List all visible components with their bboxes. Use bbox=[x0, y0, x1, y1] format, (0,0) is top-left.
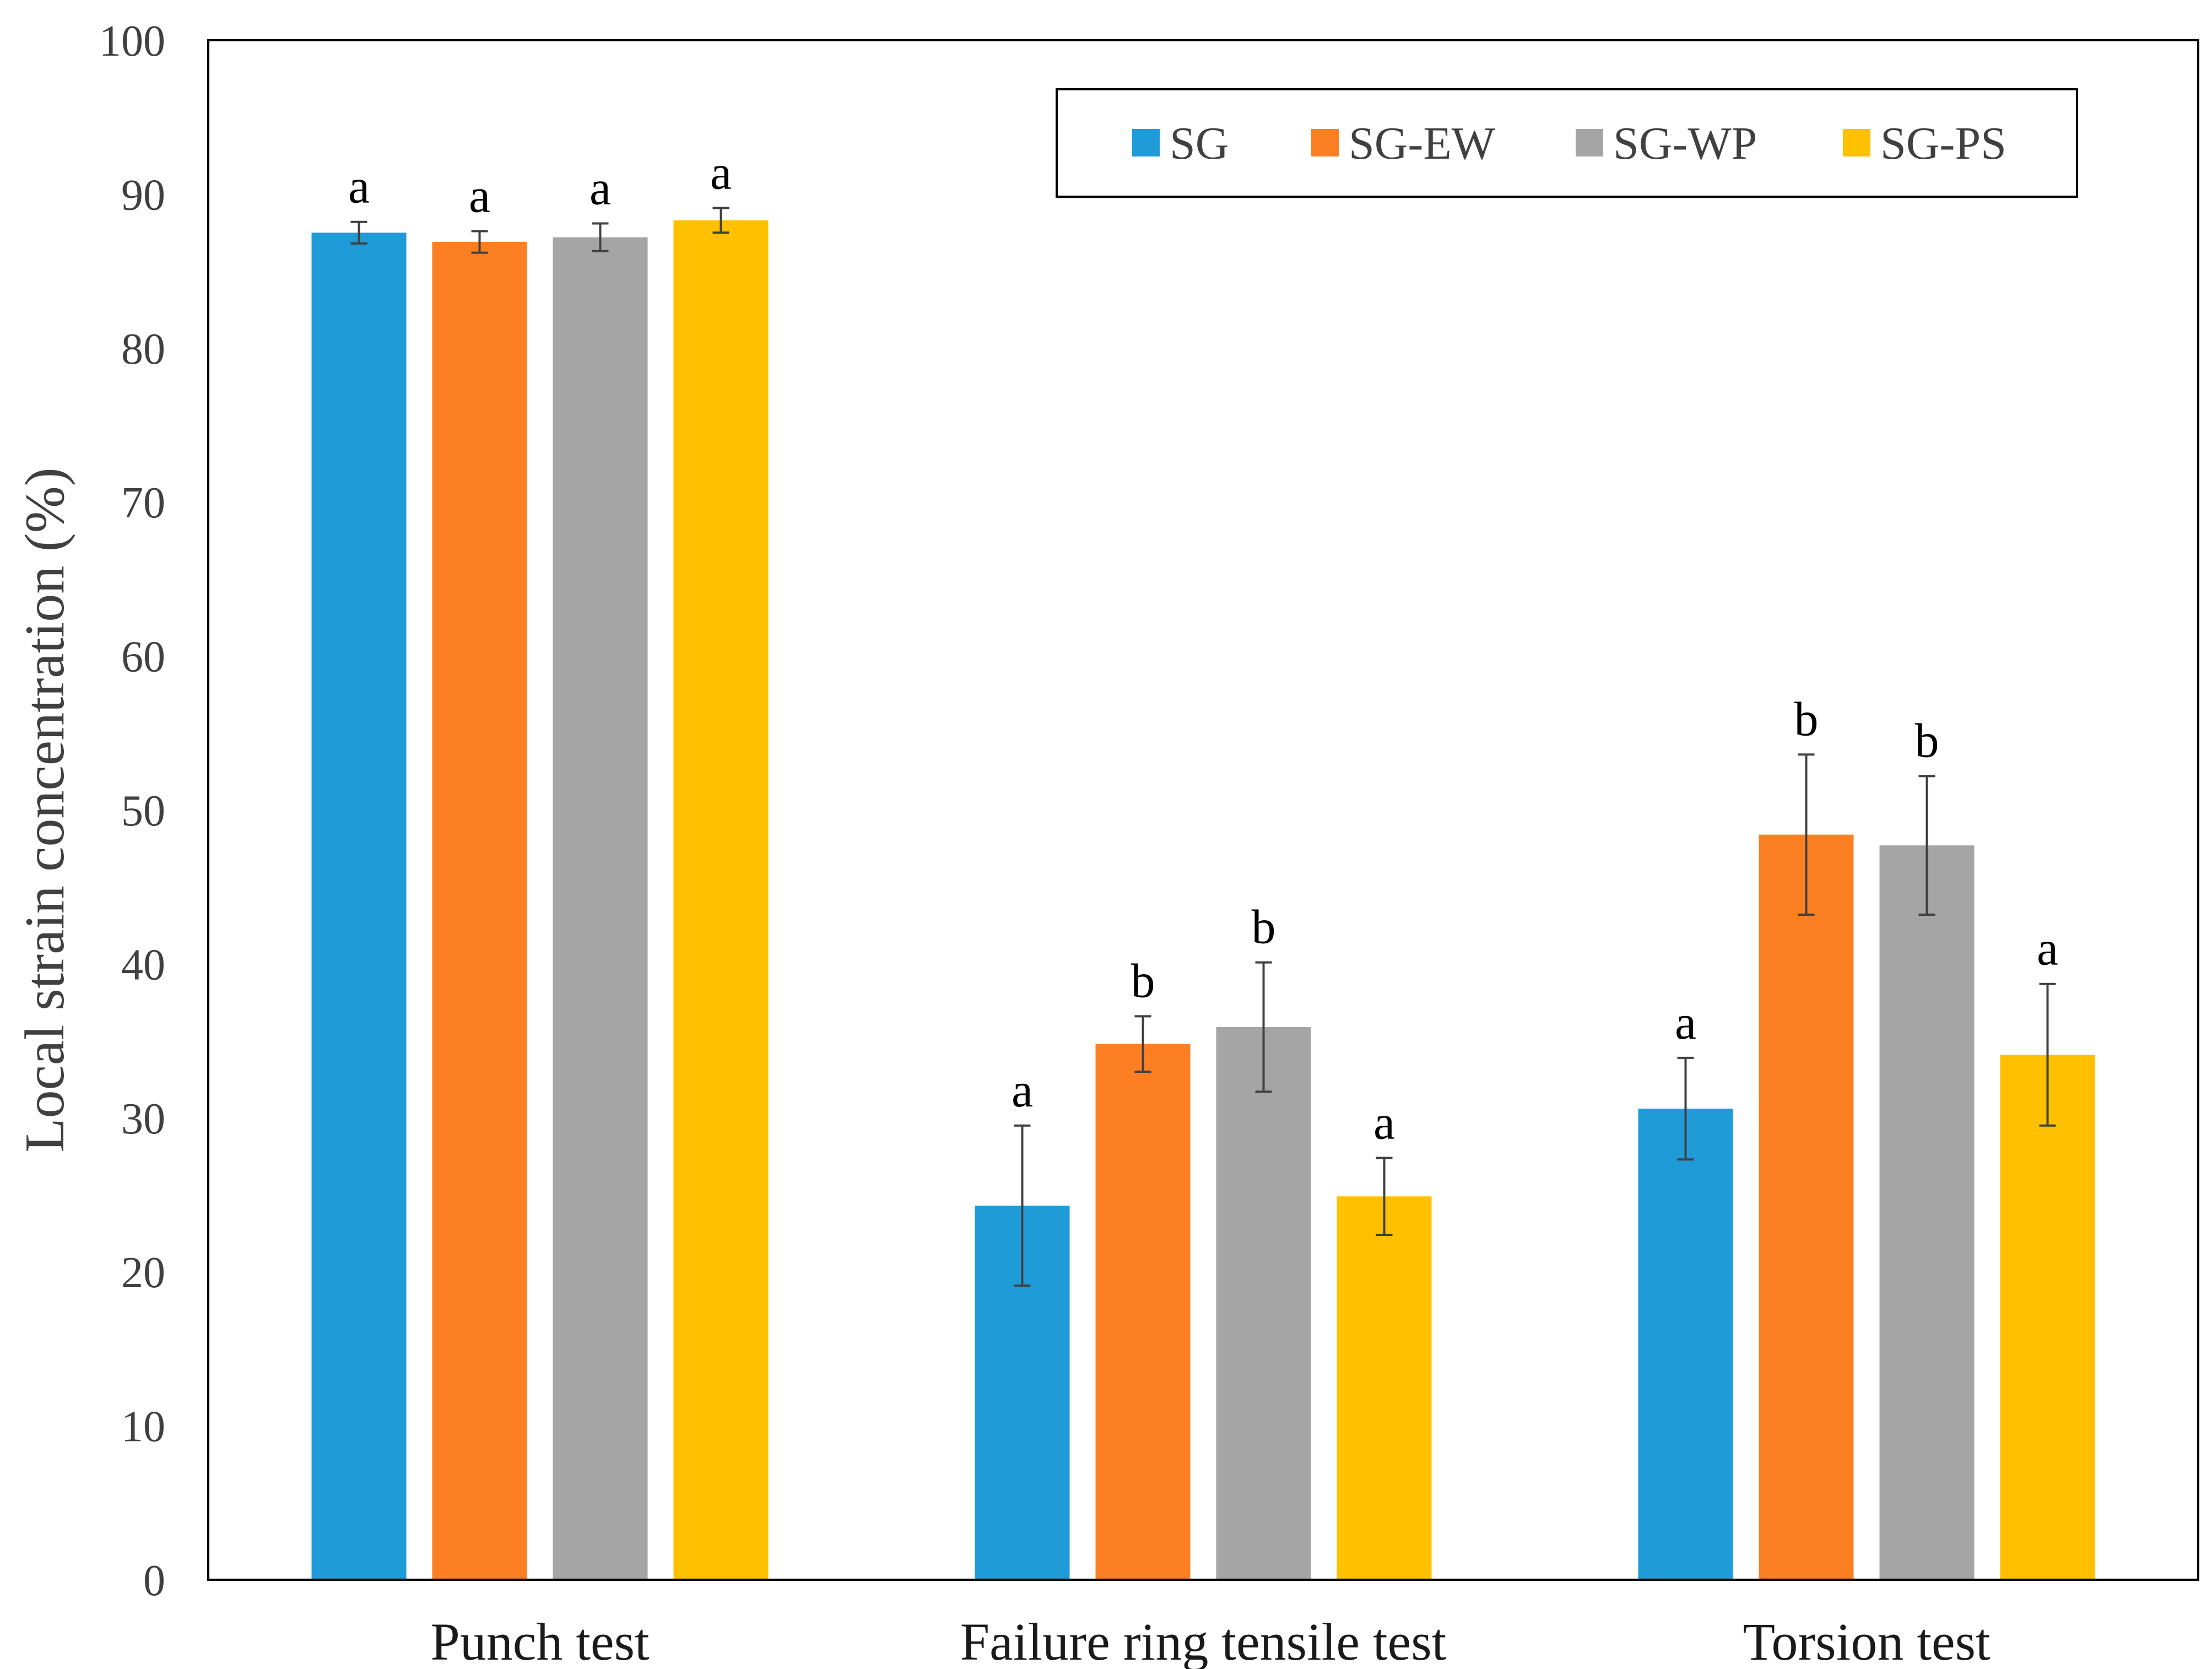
bar-SG-WP-1 bbox=[1216, 1027, 1311, 1580]
significance-label-SG-0: a bbox=[348, 160, 370, 214]
y-tick-label-40: 40 bbox=[121, 941, 165, 989]
y-axis-ticks: 0 10 20 30 40 50 60 70 80 90 100 bbox=[99, 17, 165, 1605]
y-tick-label-90: 90 bbox=[121, 171, 165, 219]
bar-SG-EW-2 bbox=[1759, 834, 1854, 1580]
legend-label-SG: SG bbox=[1170, 118, 1229, 169]
bar-SG-PS-2 bbox=[2000, 1055, 2095, 1580]
significance-label-SG-2: a bbox=[1675, 996, 1696, 1050]
significance-label-SG-PS-0: a bbox=[710, 147, 732, 200]
category-label-0: Punch test bbox=[430, 1612, 650, 1669]
y-tick-label-10: 10 bbox=[121, 1403, 165, 1451]
significance-label-SG-WP-2: b bbox=[1915, 715, 1939, 768]
legend-label-SG-WP: SG-WP bbox=[1613, 118, 1757, 169]
y-tick-label-70: 70 bbox=[121, 479, 165, 527]
significance-label-SG-EW-2: b bbox=[1794, 693, 1819, 746]
category-label-2: Torsion test bbox=[1743, 1612, 1991, 1669]
bar-SG-PS-1 bbox=[1337, 1196, 1432, 1580]
y-tick-label-60: 60 bbox=[121, 633, 165, 682]
significance-labels-layer: a a a a a b b a a b b a bbox=[348, 147, 2058, 1150]
legend-swatch-SG-WP bbox=[1576, 129, 1603, 156]
x-axis-categories: Punch test Failure ring tensile test Torsi… bbox=[430, 1612, 1991, 1669]
bar-SG-PS-0 bbox=[673, 220, 769, 1580]
legend-swatch-SG bbox=[1132, 129, 1160, 156]
legend-items: SG SG-EW SG-WP SG-PS bbox=[1132, 118, 2007, 169]
bar-SG-WP-0 bbox=[553, 237, 648, 1580]
significance-label-SG-EW-1: b bbox=[1131, 954, 1155, 1008]
y-tick-label-100: 100 bbox=[99, 17, 165, 66]
legend-swatch-SG-PS bbox=[1843, 129, 1870, 156]
plot-area-frame bbox=[207, 39, 2199, 1581]
significance-label-SG-1: a bbox=[1012, 1064, 1033, 1117]
y-tick-label-30: 30 bbox=[121, 1095, 165, 1143]
y-tick-label-80: 80 bbox=[121, 325, 165, 374]
error-bars-layer bbox=[350, 207, 2056, 1287]
legend-swatch-SG-EW bbox=[1311, 129, 1339, 156]
legend-label-SG-EW: SG-EW bbox=[1349, 118, 1496, 169]
significance-label-SG-EW-0: a bbox=[469, 169, 490, 223]
category-label-1: Failure ring tensile test bbox=[960, 1612, 1447, 1669]
legend-frame bbox=[1056, 88, 2078, 198]
y-tick-label-0: 0 bbox=[143, 1557, 165, 1605]
y-tick-label-50: 50 bbox=[121, 787, 165, 835]
significance-label-SG-PS-2: a bbox=[2037, 922, 2058, 976]
bars-layer bbox=[311, 220, 2095, 1580]
bar-SG-0 bbox=[311, 233, 407, 1580]
significance-label-SG-WP-0: a bbox=[589, 161, 611, 215]
significance-label-SG-WP-1: b bbox=[1252, 901, 1276, 954]
y-tick-label-20: 20 bbox=[121, 1249, 165, 1297]
legend: SG SG-EW SG-WP SG-PS bbox=[1056, 88, 2078, 198]
legend-label-SG-PS: SG-PS bbox=[1880, 118, 2007, 169]
bar-SG-EW-1 bbox=[1095, 1044, 1191, 1580]
bar-SG-WP-2 bbox=[1879, 845, 1975, 1580]
bar-SG-EW-0 bbox=[432, 242, 527, 1580]
bar-SG-2 bbox=[1638, 1109, 1733, 1580]
significance-label-SG-PS-1: a bbox=[1373, 1096, 1395, 1149]
y-axis-title: Local strain concentration (%) bbox=[14, 467, 76, 1152]
